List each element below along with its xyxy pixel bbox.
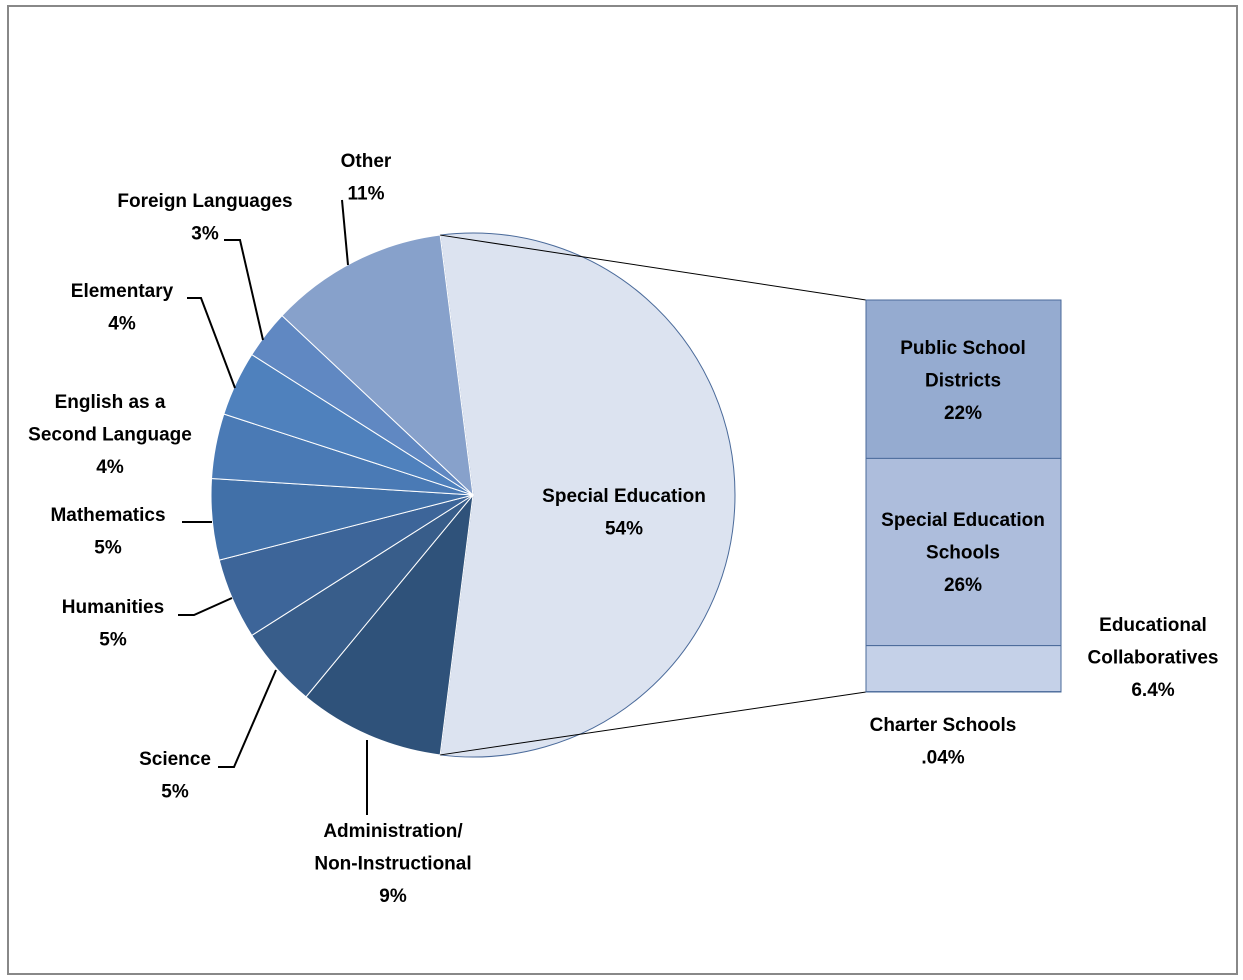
connector-line xyxy=(440,691,867,756)
leader-line xyxy=(224,239,264,341)
value-label: .04% xyxy=(921,748,964,769)
value-label: 9% xyxy=(379,886,407,907)
data-label: Foreign Languages xyxy=(117,191,292,212)
value-label: 11% xyxy=(348,184,385,205)
data-label: Non-Instructional xyxy=(314,854,471,875)
value-label: 54% xyxy=(605,519,643,540)
data-label: Public School xyxy=(900,338,1026,359)
data-label: Special Education xyxy=(542,486,706,507)
data-label: English as a xyxy=(55,392,166,413)
data-label: Humanities xyxy=(62,597,164,618)
data-label: Mathematics xyxy=(50,505,165,526)
value-label: 5% xyxy=(94,538,122,559)
data-label: Science xyxy=(139,749,211,770)
leader-line xyxy=(341,199,349,266)
value-label: 6.4% xyxy=(1131,680,1174,701)
data-label: Second Language xyxy=(28,425,192,446)
pie-slice xyxy=(281,234,474,497)
data-label: Special Education xyxy=(881,510,1045,531)
leader-line xyxy=(218,669,277,768)
pie-slice xyxy=(305,493,474,756)
value-label: 4% xyxy=(96,457,124,478)
data-label: Collaboratives xyxy=(1088,648,1219,669)
data-label: Elementary xyxy=(71,281,174,302)
pie-slice xyxy=(439,232,736,758)
value-label: 4% xyxy=(108,314,136,335)
bar-segment xyxy=(865,645,1062,693)
data-label: Districts xyxy=(925,371,1001,392)
data-label: Educational xyxy=(1099,615,1207,636)
leader-line xyxy=(178,597,233,616)
value-label: 26% xyxy=(944,575,982,596)
data-label: Schools xyxy=(926,543,1000,564)
value-label: 5% xyxy=(99,630,127,651)
data-label: Other xyxy=(341,151,392,172)
data-label: Administration/ xyxy=(323,821,463,842)
bar-segment xyxy=(865,457,1062,647)
value-label: 22% xyxy=(944,403,982,424)
value-label: 5% xyxy=(161,782,189,803)
value-label: 3% xyxy=(191,224,219,245)
connector-line xyxy=(440,234,867,301)
data-label: Charter Schools xyxy=(870,715,1017,736)
leader-line xyxy=(187,297,236,389)
